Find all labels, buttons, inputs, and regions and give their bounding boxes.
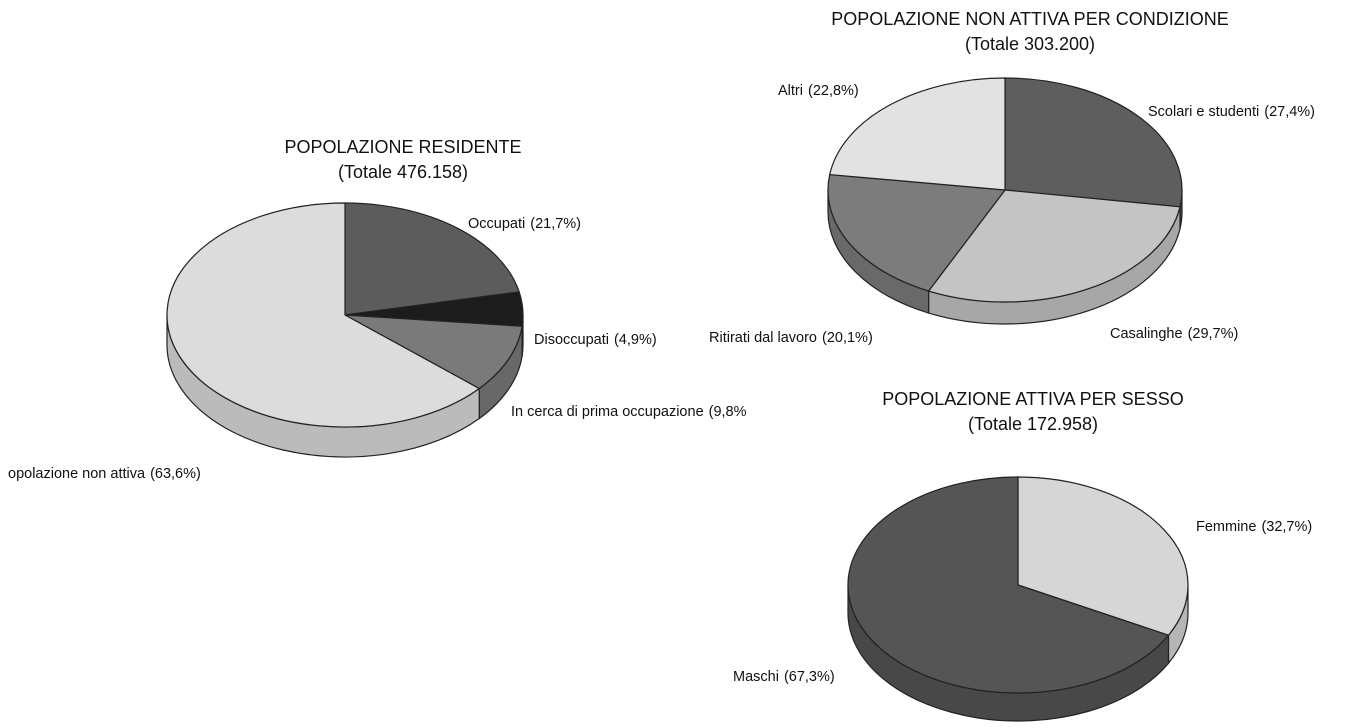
slice-value-label: (32,7%) [1261, 519, 1312, 535]
slice-label: Occupati (21,7%) [468, 216, 581, 232]
slice-name: In cerca di prima occupazione [511, 404, 704, 420]
slice-label: Scolari e studenti (27,4%) [1148, 104, 1315, 120]
pie-slice [344, 314, 523, 390]
pie-slice [828, 77, 1006, 191]
pie-chart: POPOLAZIONE NON ATTIVA PER CONDIZIONE (To… [709, 9, 1315, 346]
slice-label: opolazione non attiva (63,6%) [8, 466, 201, 482]
slice-label: In cerca di prima occupazione (9,8% [511, 404, 747, 420]
pie-slice [927, 189, 1181, 303]
chart-subtitle: (Totale 476.158) [338, 162, 468, 182]
slice-name: Maschi [733, 669, 779, 685]
slice-name: Scolari e studenti [1148, 104, 1259, 120]
slice-name: opolazione non attiva [8, 466, 146, 482]
pie-chart: POPOLAZIONE ATTIVA PER SESSO (Totale 172.… [733, 389, 1312, 722]
slice-label: Femmine (32,7%) [1196, 519, 1312, 535]
slice-value-label: (4,9%) [614, 332, 657, 348]
slice-name: Disoccupati [534, 332, 609, 348]
pie-slice [1017, 476, 1189, 636]
slice-name: Femmine [1196, 519, 1256, 535]
slice-name: Ritirati dal lavoro [709, 330, 817, 346]
slice-name: Altri [778, 83, 803, 99]
slice-value-label: (29,7%) [1188, 326, 1239, 342]
slice-value-label: (63,6%) [150, 466, 201, 482]
slice-value-label: (9,8% [709, 404, 747, 420]
pie-slice [847, 476, 1170, 694]
pie-slice [344, 202, 520, 316]
chart-title: POPOLAZIONE RESIDENTE [284, 137, 521, 157]
slice-name: Casalinghe [1110, 326, 1183, 342]
slice-value-label: (21,7%) [530, 216, 581, 232]
chart-title: POPOLAZIONE ATTIVA PER SESSO [882, 389, 1183, 409]
slice-value-label: (67,3%) [784, 669, 835, 685]
slice-label: Disoccupati (4,9%) [534, 332, 657, 348]
slice-label: Ritirati dal lavoro (20,1%) [709, 330, 873, 346]
slice-value-label: (27,4%) [1264, 104, 1315, 120]
slice-name: Occupati [468, 216, 525, 232]
pie-chart: POPOLAZIONE RESIDENTE (Totale 476.158) Occ… [8, 137, 747, 482]
slice-label: Maschi (67,3%) [733, 669, 835, 685]
chart-title: POPOLAZIONE NON ATTIVA PER CONDIZIONE [831, 9, 1228, 29]
pie-slice [1004, 77, 1183, 208]
pie-slice [827, 173, 1007, 292]
slice-label: Casalinghe (29,7%) [1110, 326, 1238, 342]
slice-value-label: (20,1%) [822, 330, 873, 346]
chart-subtitle: (Totale 172.958) [968, 414, 1098, 434]
pie-slice [166, 202, 481, 428]
slice-label: Altri (22,8%) [778, 83, 859, 99]
chart-subtitle: (Totale 303.200) [965, 34, 1095, 54]
slice-value-label: (22,8%) [808, 83, 859, 99]
